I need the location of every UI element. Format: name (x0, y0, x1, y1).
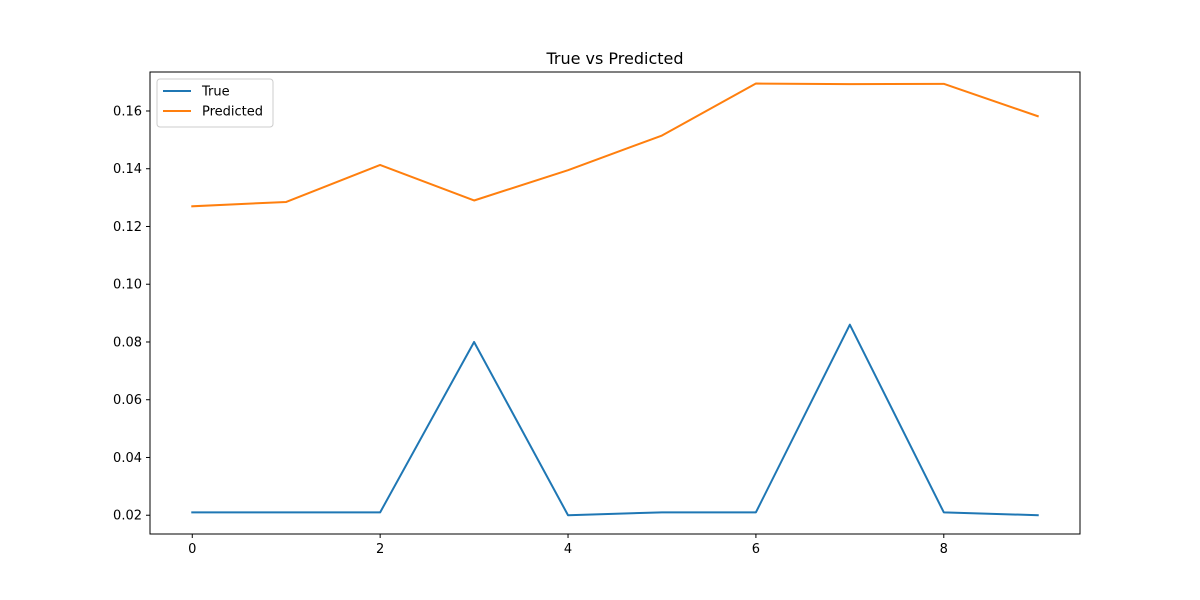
y-tick-label: 0.02 (113, 509, 142, 524)
plot-area-frame (149, 71, 1081, 535)
y-tick-label: 0.04 (113, 451, 142, 466)
y-tick-label: 0.08 (113, 335, 142, 350)
series-layer (191, 82, 1040, 517)
y-tick-label: 0.16 (113, 104, 142, 119)
y-axis: 0.02 0.04 0.06 0.08 0.10 0.12 0.14 0.16 (113, 104, 150, 524)
chart-title: True vs Predicted (545, 49, 683, 68)
x-tick-label: 4 (564, 542, 572, 557)
x-tick-label: 8 (940, 542, 948, 557)
y-tick-label: 0.10 (113, 278, 142, 293)
x-tick-label: 6 (752, 542, 760, 557)
legend-label-true: True (201, 85, 230, 100)
legend: True Predicted (156, 78, 274, 128)
y-tick-label: 0.12 (113, 220, 142, 235)
series-line-predicted (191, 82, 1040, 208)
series-line-true (191, 323, 1039, 517)
y-tick-label: 0.14 (113, 162, 142, 177)
x-axis: 0 2 4 6 8 (188, 534, 948, 557)
x-tick-label: 2 (376, 542, 384, 557)
y-tick-label: 0.06 (113, 393, 142, 408)
legend-label-predicted: Predicted (202, 105, 263, 120)
x-tick-label: 0 (188, 542, 196, 557)
